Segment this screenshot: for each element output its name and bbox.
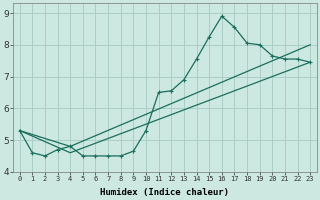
- X-axis label: Humidex (Indice chaleur): Humidex (Indice chaleur): [100, 188, 229, 197]
